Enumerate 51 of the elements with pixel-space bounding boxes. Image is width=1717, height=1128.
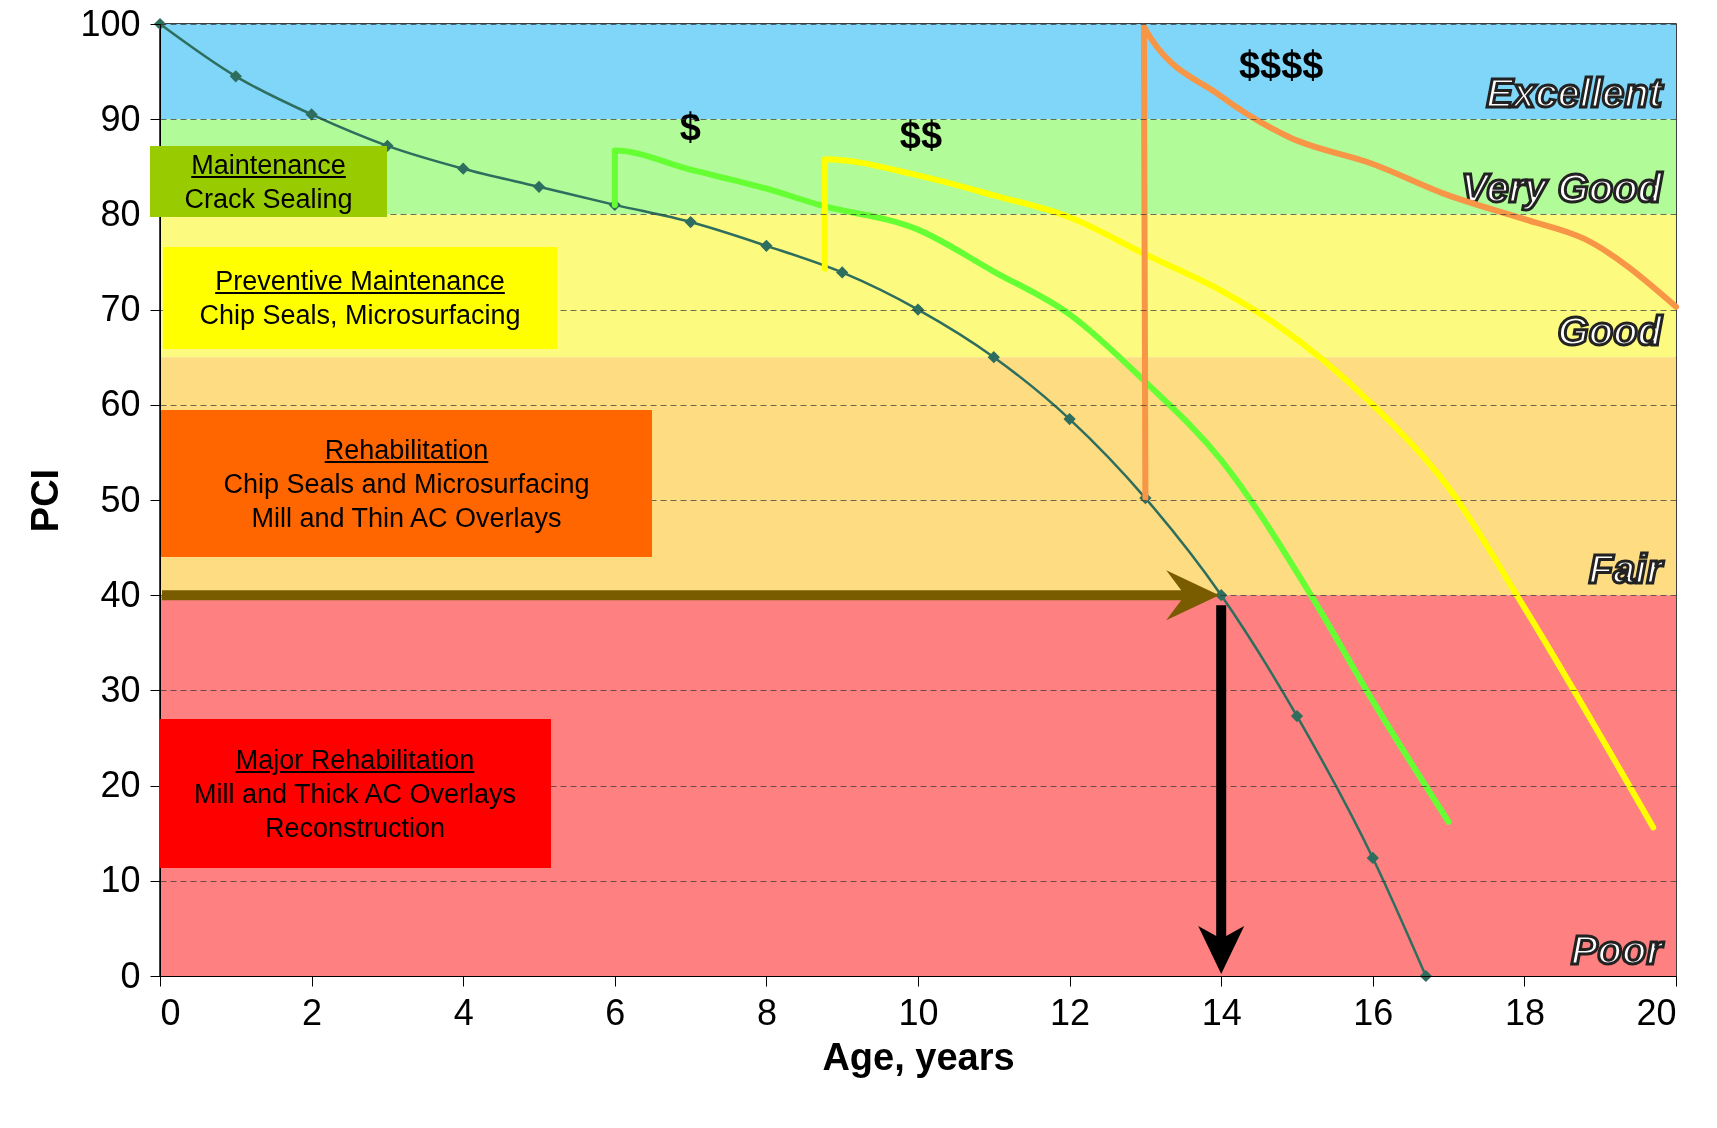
- y-tick-label: 80: [100, 192, 141, 234]
- series-label: $: [679, 105, 701, 148]
- y-tick-label: 0: [120, 954, 141, 996]
- x-tick-label: 16: [1353, 991, 1394, 1033]
- y-tick-label: 20: [100, 764, 141, 806]
- point: [1290, 709, 1304, 723]
- band-label: Excellent: [1486, 71, 1664, 116]
- point: [684, 215, 697, 229]
- point: [532, 180, 546, 193]
- y-tick-label: 100: [80, 2, 141, 44]
- x-tick-label: 8: [756, 991, 777, 1033]
- series-label: $$: [899, 114, 943, 157]
- y-tick-label: 70: [100, 288, 141, 330]
- y-tick-label: 30: [100, 668, 141, 710]
- point: [1063, 412, 1076, 426]
- y-tick-label: 90: [100, 97, 141, 139]
- annotation: Maintenance Crack Sealing: [184, 148, 353, 216]
- y-tick-label: 10: [100, 859, 141, 901]
- annotation: Major Rehabilitation Mill and Thick AC Overlays Reconstruction: [193, 743, 517, 845]
- note-box: Major Rehabilitation Mill and Thick AC Overlays Reconstruction: [159, 719, 551, 868]
- y-tick-label: 40: [100, 573, 141, 615]
- point: [305, 108, 318, 121]
- note-box: Rehabilitation Chip Seals and Microsurfacing Mill and Thin AC Overlays: [161, 410, 652, 557]
- x-tick-label: 14: [1201, 991, 1242, 1033]
- y-tick-label: 60: [100, 383, 141, 425]
- note-box: Maintenance Crack Sealing: [150, 146, 387, 217]
- point: [987, 351, 1000, 364]
- point: [760, 239, 773, 252]
- point: [836, 266, 849, 279]
- band-label: Very Good: [1461, 166, 1664, 211]
- point: [457, 162, 470, 175]
- x-tick-label: 4: [453, 991, 474, 1033]
- band-label: Fair: [1588, 547, 1665, 592]
- annotation: Rehabilitation Chip Seals and Microsurfacing Mill and Thin AC Overlays: [223, 433, 590, 535]
- point: [229, 70, 242, 83]
- x-tick-label: 10: [898, 991, 939, 1033]
- x-tick-label: 12: [1050, 991, 1091, 1033]
- band-label: Good: [1557, 309, 1664, 354]
- x-axis-title: Age, years: [822, 1035, 1015, 1078]
- point: [1366, 851, 1379, 865]
- x-tick-label: 18: [1504, 991, 1545, 1033]
- series-label: $$$$: [1238, 43, 1324, 86]
- y-axis-title: PCI: [24, 468, 67, 533]
- x-tick-label: 2: [302, 991, 323, 1033]
- band-label: Poor: [1570, 928, 1665, 972]
- x-tick-label: 6: [605, 991, 626, 1033]
- annotation: Preventive Maintenance Chip Seals, Microsurfacing: [199, 265, 521, 332]
- note-box: Preventive Maintenance Chip Seals, Microsurfacing: [163, 247, 557, 349]
- x-tick-label: 20: [1636, 991, 1677, 1033]
- x-tick-label: 0: [160, 991, 181, 1033]
- y-tick-label: 50: [100, 478, 141, 520]
